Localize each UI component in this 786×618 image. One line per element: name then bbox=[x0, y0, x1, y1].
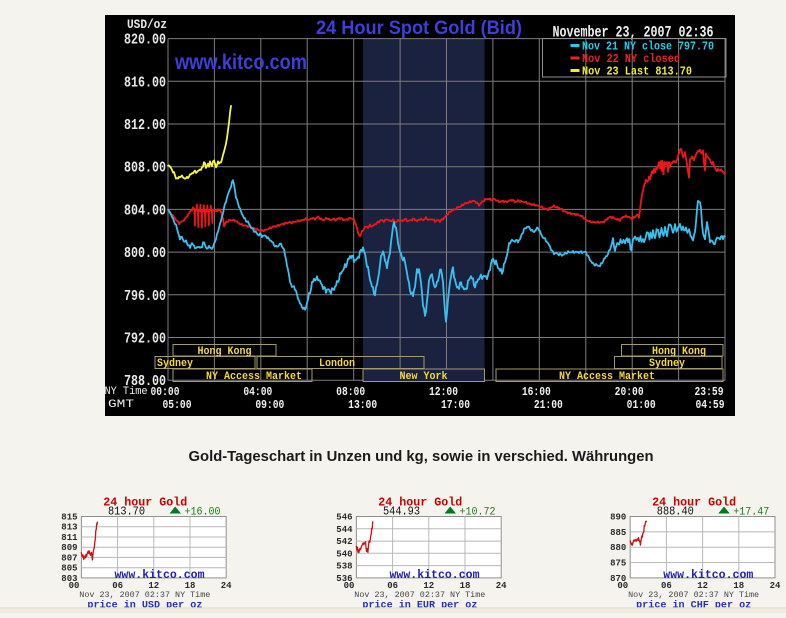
svg-text:Hong Kong: Hong Kong bbox=[198, 346, 252, 358]
svg-text:www.kitco.com: www.kitco.com bbox=[663, 569, 753, 582]
svg-text:Hong Kong: Hong Kong bbox=[652, 346, 706, 358]
svg-text:546: 546 bbox=[336, 513, 352, 523]
svg-text:21:00: 21:00 bbox=[534, 398, 563, 412]
svg-text:792.00: 792.00 bbox=[124, 331, 166, 348]
svg-text:24 Hour Spot Gold (Bid): 24 Hour Spot Gold (Bid) bbox=[316, 18, 522, 39]
svg-text:Sydney: Sydney bbox=[649, 358, 685, 370]
svg-text:00:00: 00:00 bbox=[151, 385, 180, 399]
svg-text:GMT: GMT bbox=[108, 399, 135, 411]
svg-text:Gold-Tageschart in Unzen und k: Gold-Tageschart in Unzen und kg, sowie i… bbox=[189, 449, 654, 465]
svg-text:816.00: 816.00 bbox=[124, 74, 166, 91]
svg-text:804.00: 804.00 bbox=[124, 202, 166, 219]
svg-text:24 hour Gold: 24 hour Gold bbox=[378, 496, 462, 510]
svg-text:803: 803 bbox=[61, 574, 77, 584]
svg-text:04:59: 04:59 bbox=[696, 398, 725, 412]
svg-text:24: 24 bbox=[496, 581, 507, 591]
svg-text:24: 24 bbox=[770, 581, 781, 591]
svg-text:12: 12 bbox=[148, 581, 159, 591]
svg-text:536: 536 bbox=[336, 574, 352, 584]
svg-text:16:00: 16:00 bbox=[522, 385, 551, 399]
svg-text:20:00: 20:00 bbox=[615, 385, 644, 399]
svg-text:NY Access Market: NY Access Market bbox=[559, 371, 655, 383]
svg-text:24 hour Gold: 24 hour Gold bbox=[652, 496, 736, 510]
svg-text:540: 540 bbox=[336, 549, 352, 559]
svg-text:18: 18 bbox=[733, 581, 744, 591]
svg-text:544: 544 bbox=[336, 525, 353, 535]
svg-text:08:00: 08:00 bbox=[336, 385, 365, 399]
svg-text:00: 00 bbox=[69, 581, 80, 591]
svg-text:November 23, 2007 02:36: November 23, 2007 02:36 bbox=[553, 24, 714, 42]
svg-text:12: 12 bbox=[423, 581, 434, 591]
svg-text:London: London bbox=[319, 358, 355, 370]
svg-text:www.kitco.com: www.kitco.com bbox=[115, 569, 205, 582]
svg-text:544.93: 544.93 bbox=[383, 505, 420, 519]
svg-text:Nov 23, 2007 02:37 NY Time: Nov 23, 2007 02:37 NY Time bbox=[79, 590, 210, 600]
svg-text:811: 811 bbox=[61, 533, 78, 543]
svg-text:807: 807 bbox=[61, 553, 77, 563]
svg-text:+17.47: +17.47 bbox=[733, 507, 769, 519]
svg-text:Nov 23, 2007 02:37 NY Time: Nov 23, 2007 02:37 NY Time bbox=[354, 590, 485, 600]
svg-text:875: 875 bbox=[610, 559, 626, 569]
svg-text:788.00: 788.00 bbox=[124, 373, 166, 390]
svg-text:12:00: 12:00 bbox=[429, 385, 458, 399]
svg-text:+16.00: +16.00 bbox=[185, 507, 221, 519]
svg-text:Nov 22 NY closed: Nov 22 NY closed bbox=[582, 52, 680, 66]
svg-text:05:00: 05:00 bbox=[163, 398, 192, 412]
svg-text:06: 06 bbox=[112, 581, 123, 591]
svg-text:813: 813 bbox=[61, 523, 77, 533]
svg-text:880: 880 bbox=[610, 543, 626, 553]
svg-text:813.70: 813.70 bbox=[108, 505, 145, 519]
svg-text:+10.72: +10.72 bbox=[460, 507, 496, 519]
svg-text:888.40: 888.40 bbox=[657, 505, 694, 519]
svg-text:815: 815 bbox=[61, 513, 77, 523]
svg-text:12: 12 bbox=[697, 581, 708, 591]
svg-text:812.00: 812.00 bbox=[124, 117, 166, 134]
svg-text:538: 538 bbox=[336, 562, 352, 572]
svg-text:820.00: 820.00 bbox=[124, 32, 166, 49]
svg-text:06: 06 bbox=[661, 581, 672, 591]
svg-text:24 hour Gold: 24 hour Gold bbox=[103, 496, 187, 510]
svg-text:USD/oz: USD/oz bbox=[127, 17, 167, 32]
svg-text:796.00: 796.00 bbox=[124, 288, 166, 305]
svg-text:Nov 23, 2007 02:37 NY Time: Nov 23, 2007 02:37 NY Time bbox=[628, 590, 759, 600]
svg-text:800.00: 800.00 bbox=[124, 245, 166, 262]
svg-text:04:00: 04:00 bbox=[243, 385, 272, 399]
svg-text:00: 00 bbox=[617, 581, 628, 591]
svg-text:NY Time: NY Time bbox=[105, 386, 148, 398]
svg-text:09:00: 09:00 bbox=[255, 398, 284, 412]
svg-text:808.00: 808.00 bbox=[124, 160, 166, 177]
svg-text:805: 805 bbox=[61, 564, 77, 574]
svg-text:885: 885 bbox=[610, 528, 626, 538]
svg-text:New York: New York bbox=[400, 371, 448, 383]
svg-text:www.kitco.com: www.kitco.com bbox=[390, 569, 480, 582]
svg-text:24: 24 bbox=[221, 581, 232, 591]
svg-text:17:00: 17:00 bbox=[441, 398, 470, 412]
svg-text:Nov 23 Last 813.70: Nov 23 Last 813.70 bbox=[582, 65, 692, 79]
svg-text:870: 870 bbox=[610, 574, 626, 584]
svg-text:890: 890 bbox=[610, 513, 626, 523]
svg-text:23:59: 23:59 bbox=[695, 385, 724, 399]
svg-text:18: 18 bbox=[185, 581, 196, 591]
svg-text:00: 00 bbox=[344, 581, 355, 591]
svg-text:www.kitco.com: www.kitco.com bbox=[174, 51, 307, 74]
svg-text:542: 542 bbox=[336, 537, 352, 547]
svg-text:Sydney: Sydney bbox=[157, 358, 193, 370]
svg-text:01:00: 01:00 bbox=[627, 398, 656, 412]
svg-text:18: 18 bbox=[460, 581, 471, 591]
svg-text:06: 06 bbox=[387, 581, 398, 591]
svg-text:809: 809 bbox=[61, 543, 77, 553]
svg-text:Nov 21 NY close 797.70: Nov 21 NY close 797.70 bbox=[582, 40, 714, 54]
svg-text:NY Access Market: NY Access Market bbox=[206, 371, 302, 383]
svg-text:13:00: 13:00 bbox=[348, 398, 377, 412]
